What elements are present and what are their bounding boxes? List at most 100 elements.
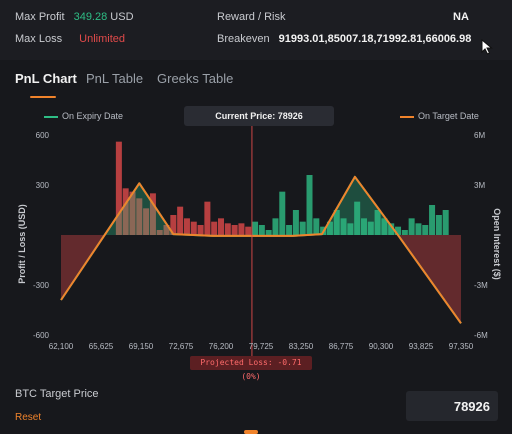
pnl-chart[interactable]: 600 300 -300 -600 6M 3M -3M -6M 62,100 65,625 69… [0, 126, 512, 356]
open-interest-bar [286, 225, 293, 235]
active-tab-indicator [30, 96, 56, 98]
open-interest-bar [415, 223, 422, 235]
legend-expiry-label: On Expiry Date [62, 111, 124, 121]
x-tick-label: 69,150 [129, 342, 154, 351]
y-tick-label: -600 [33, 331, 50, 340]
max-profit-row: Max Profit 349.28 USD [15, 11, 134, 23]
open-interest-bar [136, 198, 143, 235]
open-interest-bar [129, 191, 136, 235]
tab-pnl-table[interactable]: PnL Table [86, 71, 144, 86]
y2-axis-ticks: 6M 3M -3M -6M [474, 131, 488, 340]
x-tick-label: 79,725 [249, 342, 274, 351]
open-interest-bar [163, 225, 170, 235]
open-interest-bar [115, 141, 122, 235]
pnl-area [61, 176, 461, 324]
current-price-badge: Current Price: 78926 [184, 106, 334, 126]
legend-target-swatch [400, 115, 414, 118]
x-tick-label: 65,625 [89, 342, 114, 351]
y-axis-title: Profit / Loss (USD) [17, 204, 27, 284]
breakeven-value: 91993.01,85007.18,71992.81,66006.98 [278, 33, 472, 45]
open-interest-bar [360, 218, 367, 235]
open-interest-bar [299, 221, 306, 235]
loss-area [61, 235, 461, 324]
open-interest-bar [374, 210, 381, 235]
open-interest-bar [170, 215, 177, 235]
open-interest-bar [190, 221, 197, 235]
open-interest-bar [183, 218, 190, 235]
open-interest-bar [347, 223, 354, 235]
y2-tick-label: -3M [474, 281, 488, 290]
open-interest-bar [408, 218, 415, 235]
y-tick-label: 600 [36, 131, 50, 140]
open-interest-bar [258, 225, 265, 235]
y-tick-label: -300 [33, 281, 50, 290]
open-interest-bar [143, 208, 150, 235]
open-interest-bar [292, 210, 299, 235]
reward-risk-value: NA [453, 11, 469, 23]
mouse-cursor-icon [481, 39, 493, 55]
open-interest-bar [272, 218, 279, 235]
legend-expiry: On Expiry Date [44, 111, 123, 121]
max-profit-value: 349.28 [73, 11, 108, 23]
y2-axis-title: Open Interest ($) [492, 208, 502, 280]
bottom-handle [244, 430, 258, 434]
chart-tabs: PnL Chart PnL Table Greeks Table [0, 62, 512, 98]
open-interest-bar [429, 205, 436, 235]
open-interest-bar [197, 225, 204, 235]
target-price-label: BTC Target Price [15, 388, 99, 400]
open-interest-bar [224, 223, 231, 235]
open-interest-bar [252, 221, 259, 235]
open-interest-bar [177, 206, 184, 235]
open-interest-bar [388, 223, 395, 235]
target-price-input[interactable] [406, 391, 498, 421]
open-interest-bar [265, 230, 272, 235]
open-interest-bar [326, 221, 333, 235]
pnl-line-target [60, 175, 462, 324]
x-tick-label: 86,775 [329, 342, 354, 351]
y-axis-ticks: 600 300 -300 -600 [33, 131, 50, 340]
y2-tick-label: -6M [474, 331, 488, 340]
reward-risk-row: Reward / Risk [217, 11, 285, 23]
open-interest-bar [306, 175, 313, 235]
x-tick-label: 76,200 [209, 342, 234, 351]
y2-tick-label: 3M [474, 181, 485, 190]
open-interest-bar [279, 191, 286, 235]
open-interest-bar [333, 210, 340, 235]
open-interest-bar [381, 218, 388, 235]
open-interest-bar [422, 225, 429, 235]
max-loss-row: Max Loss Unlimited [15, 33, 125, 45]
max-profit-label: Max Profit [15, 11, 65, 23]
legend-target-label: On Target Date [418, 111, 479, 121]
max-loss-value: Unlimited [79, 33, 125, 45]
open-interest-bar [122, 188, 129, 235]
tab-greeks-table[interactable]: Greeks Table [157, 71, 234, 86]
tab-pnl-chart[interactable]: PnL Chart [15, 71, 77, 86]
open-interest-bar [340, 218, 347, 235]
breakeven-row: Breakeven 91993.01,85007.18,71992.81,660… [217, 33, 471, 45]
x-tick-label: 97,350 [449, 342, 474, 351]
open-interest-bar [395, 226, 402, 235]
open-interest-bar [313, 218, 320, 235]
projected-loss-badge: Projected Loss: -0.71 (0%) [190, 356, 312, 381]
y2-tick-label: 6M [474, 131, 485, 140]
open-interest-bar [442, 210, 449, 235]
open-interest-bar [218, 218, 224, 235]
open-interest-bar [238, 223, 245, 235]
open-interest-bar [204, 201, 211, 235]
open-interest-bar [401, 230, 408, 235]
open-interest-bar [156, 230, 163, 235]
reset-button[interactable]: Reset [15, 412, 42, 423]
y-tick-label: 300 [36, 181, 50, 190]
pnl-lines [60, 175, 462, 324]
open-interest-bar [435, 215, 442, 235]
open-interest-bar [211, 221, 218, 235]
x-axis-ticks: 62,100 65,625 69,150 72,675 76,200 79,725 83,2… [49, 342, 474, 351]
x-tick-label: 93,825 [409, 342, 434, 351]
profit-area [61, 176, 461, 235]
x-tick-label: 72,675 [169, 342, 194, 351]
open-interest-bar [354, 201, 361, 235]
summary-panel: Max Profit 349.28 USD Max Loss Unlimited… [0, 0, 512, 60]
x-tick-label: 90,300 [369, 342, 394, 351]
legend-expiry-swatch [44, 115, 58, 118]
reward-risk-label: Reward / Risk [217, 11, 286, 23]
